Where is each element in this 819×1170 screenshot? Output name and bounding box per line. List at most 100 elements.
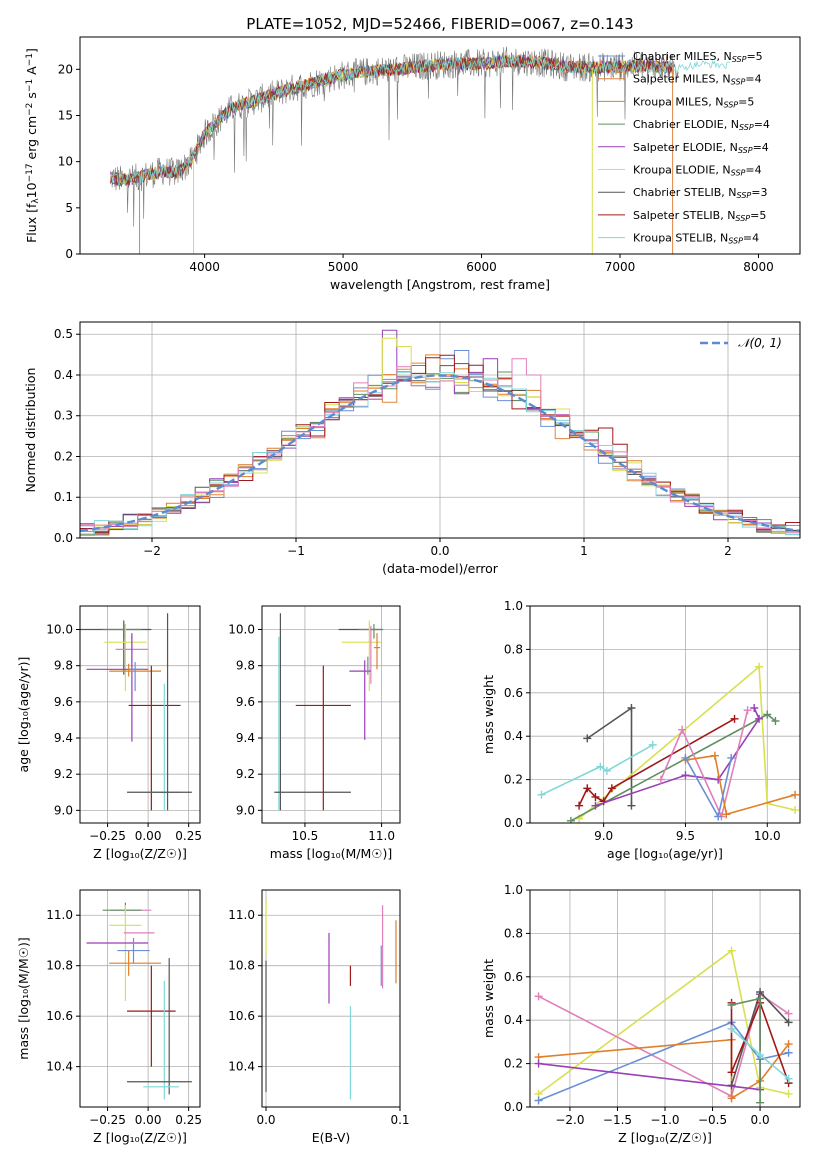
legend-entry: Kroupa MILES, NSSP=5 <box>633 95 754 109</box>
y-tick-label: 0.8 <box>504 926 523 940</box>
y-axis-label-part: Flux [f <box>24 203 39 243</box>
x-tick-label: −0.5 <box>698 1113 727 1127</box>
x-tick-label: 0.00 <box>135 1113 162 1127</box>
panel-spectrum: 4000 5000 6000 7000 8000 0 5 10 15 20 wavelength [… <box>24 36 801 292</box>
weight-line <box>685 754 796 816</box>
x-tick-label: 1 <box>580 544 588 558</box>
weight-marker <box>583 784 592 793</box>
x-tick-label: 10.0 <box>754 829 781 843</box>
weight-marker <box>727 946 736 955</box>
weight-marker <box>596 762 605 771</box>
weight-marker <box>727 1068 736 1077</box>
weight-marker <box>756 1050 765 1059</box>
y-axis-label-part: ] <box>24 48 39 53</box>
panel-z-weight: −2.0 −1.5 −1.0 −0.5 0.0 0.0 0.2 0.4 0.6 0.8 1.0 Z [… <box>481 883 801 1145</box>
axes-frame <box>79 36 801 255</box>
axes-frame <box>79 889 201 1108</box>
y-tick-label: 9.8 <box>54 659 73 673</box>
y-axis-label: mass [log₁₀(M/M☉)] <box>16 937 31 1059</box>
legend-entry: Salpeter STELIB, NSSP=5 <box>633 209 766 223</box>
x-axis-label: (data-model)/error <box>382 561 499 576</box>
panel-residuals: −2 −1 0.0 1 2 0.0 0.1 0.2 0.3 0.4 0.5 (data-model)/… <box>23 321 801 576</box>
legend-entry: Chabrier MILES, NSSP=5 <box>633 50 763 64</box>
weight-marker <box>784 1018 793 1027</box>
legend-entry-name: Chabrier STELIB, N <box>633 186 737 199</box>
plot-area-z-mass <box>86 902 192 1100</box>
y-tick-label: 0.4 <box>504 729 523 743</box>
y-axis-label: mass weight <box>481 675 496 754</box>
weight-marker <box>784 1089 793 1098</box>
weight-marker <box>727 1001 736 1010</box>
y-tick-label: 9.0 <box>236 803 255 817</box>
axes-frame <box>261 889 401 1108</box>
legend: Chabrier MILES, NSSP=5 Salpeter MILES, N S… <box>598 50 770 246</box>
legend-entry-count: =4 <box>745 164 761 177</box>
y-tick-label: 10 <box>58 155 73 169</box>
legend-entry-count: =4 <box>745 73 761 86</box>
legend-entry-sub: SSP <box>723 100 738 109</box>
legend-entry-sub: SSP <box>739 123 754 132</box>
legend-entry: Chabrier STELIB, NSSP=3 <box>633 186 767 200</box>
weight-marker <box>627 801 636 810</box>
legend-entry: 𝒩(0, 1) <box>738 336 782 350</box>
y-tick-label: 10.0 <box>46 623 73 637</box>
axes-frame <box>529 889 801 1108</box>
x-axis-label: Z [log₁₀(Z/Z☉)] <box>93 1130 187 1145</box>
weight-marker <box>537 790 546 799</box>
weight-marker <box>755 662 764 671</box>
weight-marker <box>727 1094 736 1103</box>
y-axis-label: mass weight <box>481 959 496 1038</box>
axes-frame <box>261 605 401 824</box>
weight-marker <box>784 1009 793 1018</box>
x-tick-label: 0.1 <box>390 1113 409 1127</box>
y-tick-label: 9.6 <box>236 695 255 709</box>
weight-marker <box>534 992 543 1001</box>
weight-marker <box>681 771 690 780</box>
y-tick-label: 0.1 <box>54 490 73 504</box>
x-tick-label: 5000 <box>328 260 359 274</box>
weight-marker <box>791 805 800 814</box>
plot-area-z-weight <box>534 946 793 1107</box>
x-tick-label: 9.0 <box>594 829 613 843</box>
y-tick-label: 15 <box>58 108 73 122</box>
plot-area-age-weight <box>537 662 800 823</box>
weight-marker <box>727 1024 736 1033</box>
x-tick-label: −1.0 <box>650 1113 679 1127</box>
y-tick-label: 11.0 <box>228 908 255 922</box>
x-tick-label: 11.0 <box>368 829 395 843</box>
y-axis-label: Flux [fλ10−17 erg cm−2 s−1 A−1] <box>24 48 41 243</box>
y-tick-label: 10.0 <box>228 623 255 637</box>
legend-entry-count: =4 <box>753 141 769 154</box>
weight-marker <box>727 1081 736 1090</box>
x-tick-label: −0.25 <box>89 1113 126 1127</box>
weight-line <box>660 710 749 819</box>
y-axis-label-part: λ <box>31 198 41 204</box>
x-tick-label: 4000 <box>189 260 220 274</box>
y-tick-label: 9.2 <box>54 767 73 781</box>
weight-line <box>538 992 790 1098</box>
y-tick-label: 0.4 <box>54 368 73 382</box>
x-tick-label: 8000 <box>743 260 774 274</box>
y-tick-label: 0.2 <box>504 773 523 787</box>
legend-entry-name: Salpeter MILES, N <box>633 73 731 86</box>
weight-line <box>730 1000 790 1084</box>
x-axis-label: age [log₁₀(age/yr)] <box>607 846 723 861</box>
y-tick-label: 10.4 <box>228 1060 255 1074</box>
y-tick-label: 0.2 <box>54 449 73 463</box>
weight-marker <box>681 753 690 762</box>
weight-marker <box>710 751 719 760</box>
axes-frame <box>79 321 801 539</box>
y-axis-label-part: −2 <box>25 103 35 116</box>
panel-z-mass: −0.25 0.00 0.25 10.4 10.6 10.8 11.0 Z [log₁₀(Z/… <box>16 889 202 1145</box>
y-tick-label: 0.4 <box>504 1013 523 1027</box>
weight-marker <box>743 706 752 715</box>
histogram-step <box>80 358 800 538</box>
legend-entry: Salpeter ELODIE, NSSP=4 <box>633 141 769 155</box>
weight-line <box>578 718 735 806</box>
x-axis-label: Z [log₁₀(Z/Z☉)] <box>93 846 187 861</box>
legend-entry: Kroupa STELIB, NSSP=4 <box>633 232 759 246</box>
model-spectrum-tail <box>672 59 731 73</box>
weight-marker <box>678 725 687 734</box>
legend-entry-count: =5 <box>750 209 766 222</box>
y-axis-label: age [log₁₀(age/yr)] <box>16 657 31 773</box>
